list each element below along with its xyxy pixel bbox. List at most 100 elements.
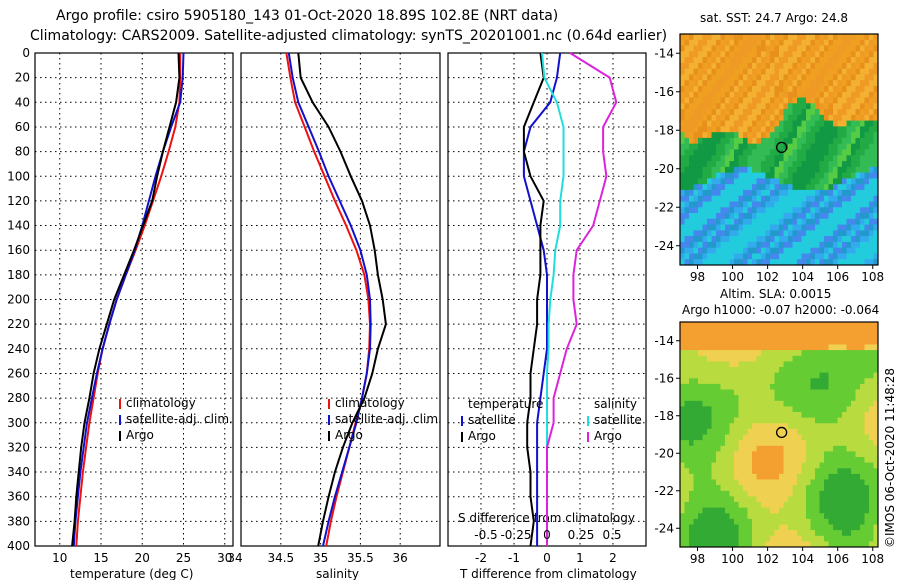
map-cell	[770, 350, 775, 357]
map-cell	[788, 224, 793, 231]
map-cell	[702, 322, 708, 329]
map-cell	[761, 462, 766, 469]
map-cell	[869, 524, 874, 531]
map-cell	[815, 344, 820, 351]
map-cell	[716, 86, 721, 93]
map-cell	[707, 541, 712, 548]
map-cell	[747, 253, 753, 260]
map-cell	[774, 178, 780, 185]
map-cell	[689, 45, 694, 52]
map-cell	[738, 149, 744, 156]
map-cell	[684, 417, 690, 424]
map-x-tick-label-108: 108	[861, 270, 884, 284]
map-cell	[792, 143, 798, 150]
map-cell	[801, 389, 807, 396]
map-cell	[806, 230, 811, 237]
map-cell	[779, 496, 784, 503]
map-cell	[819, 253, 825, 260]
map-cell	[846, 457, 852, 464]
map-cell	[720, 195, 726, 202]
map-cell	[689, 468, 694, 475]
sal-x-tick-label-3: 35.5	[347, 551, 374, 565]
map-cell	[873, 372, 879, 379]
map-cell	[684, 120, 690, 127]
map-cell	[783, 468, 789, 475]
map-cell	[788, 530, 793, 537]
map-cell	[774, 97, 780, 104]
map-y-tick-label--24: -24	[654, 521, 674, 535]
map-cell	[711, 143, 717, 150]
temp-x-tick-label-30: 30	[217, 551, 232, 565]
map-y-tick-label--20: -20	[654, 162, 674, 176]
map-cell	[860, 189, 865, 197]
map-cell	[819, 45, 825, 52]
map-cell	[815, 224, 820, 231]
map-cell	[783, 502, 789, 509]
map-cell	[702, 126, 708, 133]
map-cell	[828, 86, 834, 93]
map-cell	[873, 502, 879, 509]
map-cell	[743, 68, 748, 75]
map-cell	[864, 97, 870, 104]
map-cell	[761, 372, 766, 379]
map-cell	[779, 218, 784, 226]
map-cell	[779, 417, 784, 424]
map-cell	[779, 479, 784, 486]
map-cell	[779, 383, 784, 390]
map-cell	[806, 166, 811, 174]
map-cell	[779, 502, 784, 509]
map-cell	[693, 417, 699, 424]
map-cell	[729, 224, 735, 231]
map-cell	[801, 457, 807, 464]
map-cell	[792, 166, 798, 174]
map-cell	[765, 440, 771, 447]
map-cell	[734, 247, 739, 254]
map-cell	[702, 389, 708, 396]
map-cell	[756, 361, 762, 368]
map-cell	[702, 468, 708, 475]
map-cell	[819, 502, 825, 509]
map-cell	[869, 213, 874, 220]
map-cell	[810, 68, 816, 75]
map-cell	[860, 132, 865, 139]
map-cell	[756, 45, 762, 52]
map-cell	[797, 468, 802, 475]
map-cell	[833, 51, 838, 58]
map-cell	[833, 412, 838, 419]
depth-tick-label-100: 100	[7, 169, 30, 183]
map-cell	[711, 166, 717, 174]
map-cell	[788, 120, 793, 127]
map-cell	[680, 462, 685, 469]
map-cell	[855, 350, 861, 357]
map-cell	[855, 172, 861, 179]
map-cell	[855, 445, 861, 452]
map-cell	[770, 184, 775, 191]
map-cell	[756, 400, 762, 407]
map-cell	[738, 513, 744, 520]
map-cell	[837, 178, 843, 185]
map-cell	[837, 513, 843, 520]
map-cell	[806, 207, 811, 214]
map-cell	[680, 372, 685, 379]
map-cell	[783, 114, 789, 122]
map-cell	[684, 51, 690, 58]
map-cell	[711, 485, 717, 492]
map-cell	[752, 178, 757, 185]
map-cell	[743, 457, 748, 464]
map-cell	[747, 333, 753, 340]
map-cell	[738, 428, 744, 435]
map-cell	[693, 195, 699, 202]
map-cell	[869, 383, 874, 390]
map-cell	[711, 502, 717, 509]
map-cell	[783, 451, 789, 458]
map-cell	[846, 80, 852, 87]
map-cell	[788, 350, 793, 357]
map-cell	[815, 213, 820, 220]
map-cell	[810, 468, 816, 475]
map-cell	[680, 530, 685, 537]
map-cell	[747, 389, 753, 396]
map-cell	[810, 496, 816, 503]
map-cell	[837, 120, 843, 127]
map-cell	[873, 155, 879, 162]
map-cell	[743, 241, 748, 249]
